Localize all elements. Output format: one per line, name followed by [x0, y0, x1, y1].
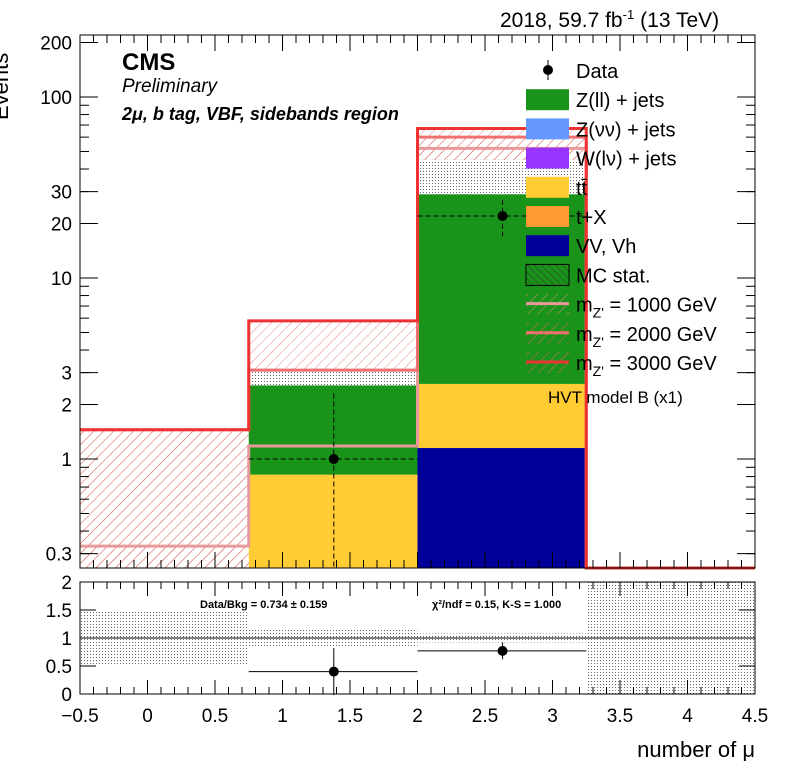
- legend-label: tt̄: [576, 177, 588, 199]
- legend-label: mZ' = 1000 GeV: [576, 295, 717, 321]
- signal-fill-sig3000: [248, 320, 418, 371]
- data-point: [497, 211, 508, 222]
- legend-label: W(lν) + jets: [576, 149, 677, 171]
- preliminary-label: Preliminary: [122, 76, 219, 97]
- legend-item-ttbar: tt̄: [526, 176, 588, 200]
- x-tick-label: 3.5: [607, 706, 633, 727]
- ratio-point: [328, 666, 339, 677]
- x-tick-label: 1: [277, 706, 288, 727]
- data-point: [328, 454, 339, 465]
- y-tick-label: 30: [51, 183, 72, 204]
- stack-bar-vv: [417, 448, 587, 568]
- lumi-label: 2018, 59.7 fb-1 (13 TeV): [500, 7, 719, 32]
- legend-item-data: Data: [543, 60, 619, 83]
- legend-label: t+X: [576, 207, 607, 229]
- legend-label: Z(νν) + jets: [576, 119, 675, 141]
- x-tick-label: 2: [412, 706, 423, 727]
- ratio-point: [497, 645, 508, 656]
- y-tick-label: 200: [40, 33, 72, 54]
- ratio-y-tick-label: 2: [61, 573, 72, 594]
- legend-item-sig1000: mZ' = 1000 GeV: [526, 293, 717, 321]
- x-tick-label: 0: [142, 706, 153, 727]
- legend-swatch-wlnu: [526, 147, 569, 169]
- y-tick-label: 20: [51, 215, 72, 236]
- legend-label: mZ' = 3000 GeV: [576, 353, 717, 379]
- main-panel: 0.3 1 2 3 10 20 30 100 200: [40, 33, 756, 570]
- legend-label: Z(ll) + jets: [576, 90, 664, 112]
- x-tick-label: 4.5: [742, 706, 768, 727]
- y-tick-label: 100: [40, 88, 72, 109]
- y-tick-label: 3: [61, 364, 72, 385]
- y-axis-title: Events: [0, 53, 13, 120]
- x-tick-label: −0.5: [61, 706, 99, 727]
- mc-stat-band: [248, 370, 418, 386]
- cms-label: CMS: [122, 49, 175, 76]
- x-tick-label: 3: [547, 706, 558, 727]
- ratio-y-tick-label: 0: [61, 685, 72, 706]
- legend-label: mZ' = 2000 GeV: [576, 324, 717, 350]
- ratio-y-tick-label: 0.5: [46, 657, 72, 678]
- legend-label: MC stat.: [576, 265, 650, 287]
- stack-bar-ttbar: [248, 474, 418, 568]
- legend-item-sig3000: mZ' = 3000 GeV: [526, 352, 717, 379]
- legend-swatch-zll: [526, 89, 569, 111]
- legend-item-wlnu: W(lν) + jets: [526, 147, 677, 171]
- hvt-label: HVT model B (x1): [548, 388, 683, 407]
- legend-swatch-ttbar: [526, 176, 569, 198]
- legend-swatch-tx: [526, 206, 569, 227]
- signal-line-sig3000: [80, 126, 755, 570]
- legend-swatch-vv: [526, 235, 569, 257]
- y-tick-label: 2: [61, 396, 72, 417]
- ratio-y-tick-label: 1.5: [46, 601, 72, 622]
- legend-item-tx: t+X: [526, 206, 607, 229]
- y-tick-label: 0.3: [46, 545, 72, 566]
- legend-label: VV, Vh: [576, 236, 636, 258]
- legend-swatch-znn: [526, 118, 569, 140]
- ratio-panel: 00.511.52−0.5 0 0.5 1 1.5 2 2.5 3 3.5 4 4.5: [46, 573, 769, 727]
- legend-item-vv: VV, Vh: [526, 235, 636, 258]
- x-tick-label: 0.5: [202, 706, 228, 727]
- y-tick-label: 1: [61, 450, 72, 471]
- x-tick-label: 2.5: [472, 706, 498, 727]
- legend-item-znn: Z(νν) + jets: [526, 118, 675, 141]
- legend-label: Data: [576, 61, 619, 83]
- ratio-y-tick-label: 1: [61, 629, 72, 650]
- legend-item-zll: Z(ll) + jets: [526, 89, 664, 112]
- legend-item-sig2000: mZ' = 2000 GeV: [526, 322, 717, 350]
- region-label: 2μ, b tag, VBF, sidebands region: [121, 104, 399, 124]
- y-tick-label: 10: [51, 269, 72, 290]
- stack-bar-ttbar: [417, 383, 587, 449]
- legend-swatch-mcstat: [525, 263, 570, 286]
- chi2-text: χ²/ndf = 0.15, K-S = 1.000: [432, 599, 561, 611]
- x-tick-label: 1.5: [337, 706, 363, 727]
- legend: Data Z(ll) + jets Z(νν) + jets W(lν) + jets…: [525, 60, 717, 379]
- x-axis-title: number of μ: [637, 737, 755, 762]
- legend-item-mcstat: MC stat.: [525, 263, 650, 287]
- x-tick-label: 4: [682, 706, 693, 727]
- data-bkg-text: Data/Bkg = 0.734 ± 0.159: [200, 599, 327, 611]
